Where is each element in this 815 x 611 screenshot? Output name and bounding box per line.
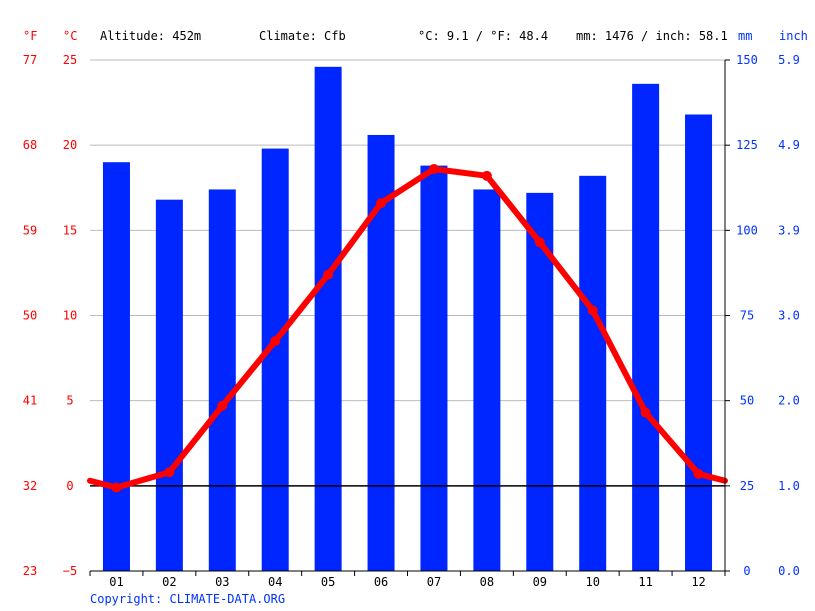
fahrenheit-tick-label: 41: [23, 394, 37, 408]
temperature-point-08: [481, 170, 492, 181]
inch-tick-label: 1.0: [778, 479, 800, 493]
inch-tick-label: 3.0: [778, 309, 800, 323]
precipitation-bar-12: [685, 114, 713, 572]
axis-tick-labels: 77 25 150 5.968 20 125 4.959 15 100 3.950 10 75 3.04…: [23, 53, 800, 589]
celsius-tick-label: 25: [63, 53, 77, 67]
mm-tick-label: 25: [740, 479, 754, 493]
temperature-point-09: [534, 237, 545, 248]
month-tick-label-10: 10: [585, 575, 599, 589]
temperature-point-03: [217, 400, 228, 411]
inch-tick-label: 0.0: [778, 564, 800, 578]
celsius-tick-label: 0: [66, 479, 73, 493]
temperature-point-07: [428, 164, 439, 175]
inch-unit-label: inch: [779, 29, 808, 43]
temperature-point-12: [693, 468, 704, 479]
precipitation-total-label: mm: 1476 / inch: 58.1: [576, 29, 728, 43]
temperature-point-02: [164, 467, 175, 478]
mm-tick-label: 150: [736, 53, 758, 67]
precipitation-bar-02: [155, 199, 183, 571]
temperature-series-line: [87, 166, 728, 491]
fahrenheit-tick-label: 68: [23, 138, 37, 152]
month-tick-label-11: 11: [638, 575, 652, 589]
inch-tick-label: 4.9: [778, 138, 800, 152]
temperature-point-10: [587, 305, 598, 316]
temperature-point-01: [111, 482, 122, 493]
precipitation-bar-08: [473, 189, 501, 571]
precipitation-bar-05: [314, 66, 342, 572]
temperature-line: [87, 164, 728, 493]
temperature-point-11: [640, 407, 651, 418]
month-tick-label-07: 07: [427, 575, 441, 589]
month-tick-label-03: 03: [215, 575, 229, 589]
copyright-label: Copyright: CLIMATE-DATA.ORG: [90, 592, 285, 606]
temperature-average-label: °C: 9.1 / °F: 48.4: [418, 29, 548, 43]
inch-tick-label: 2.0: [778, 394, 800, 408]
inch-tick-label: 3.9: [778, 223, 800, 237]
month-tick-label-06: 06: [374, 575, 388, 589]
temperature-point-04: [270, 336, 281, 347]
celsius-tick-label: 15: [63, 223, 77, 237]
month-tick-label-01: 01: [109, 575, 123, 589]
month-tick-label-09: 09: [533, 575, 547, 589]
precipitation-bar-01: [102, 162, 130, 571]
precipitation-bar-03: [208, 189, 236, 571]
axes: [89, 59, 730, 576]
fahrenheit-tick-label: 32: [23, 479, 37, 493]
mm-tick-label: 100: [736, 223, 758, 237]
climate-label: Climate: Cfb: [259, 29, 346, 43]
mm-tick-label: 0: [743, 564, 750, 578]
inch-tick-label: 5.9: [778, 53, 800, 67]
celsius-tick-label: −5: [63, 564, 77, 578]
celsius-tick-label: 20: [63, 138, 77, 152]
month-tick-label-05: 05: [321, 575, 335, 589]
temperature-point-05: [323, 269, 334, 280]
celsius-tick-label: 10: [63, 309, 77, 323]
temperature-point-06: [376, 198, 387, 209]
precipitation-bar-07: [420, 165, 448, 571]
mm-tick-label: 50: [740, 394, 754, 408]
precipitation-bar-11: [632, 83, 660, 571]
grid-lines: [90, 59, 725, 487]
precipitation-bar-04: [261, 148, 289, 571]
celsius-tick-label: 5: [66, 394, 73, 408]
fahrenheit-tick-label: 50: [23, 309, 37, 323]
fahrenheit-tick-label: 59: [23, 223, 37, 237]
celsius-unit-label: °C: [63, 29, 77, 43]
fahrenheit-tick-label: 77: [23, 53, 37, 67]
month-tick-label-02: 02: [162, 575, 176, 589]
fahrenheit-tick-label: 23: [23, 564, 37, 578]
mm-tick-label: 75: [740, 309, 754, 323]
fahrenheit-unit-label: °F: [23, 29, 37, 43]
month-tick-label-08: 08: [480, 575, 494, 589]
month-tick-label-04: 04: [268, 575, 282, 589]
mm-unit-label: mm: [738, 29, 752, 43]
precipitation-bars: [102, 66, 713, 572]
month-tick-label-12: 12: [691, 575, 705, 589]
precipitation-bar-10: [579, 175, 607, 571]
mm-tick-label: 125: [736, 138, 758, 152]
altitude-label: Altitude: 452m: [100, 29, 201, 43]
